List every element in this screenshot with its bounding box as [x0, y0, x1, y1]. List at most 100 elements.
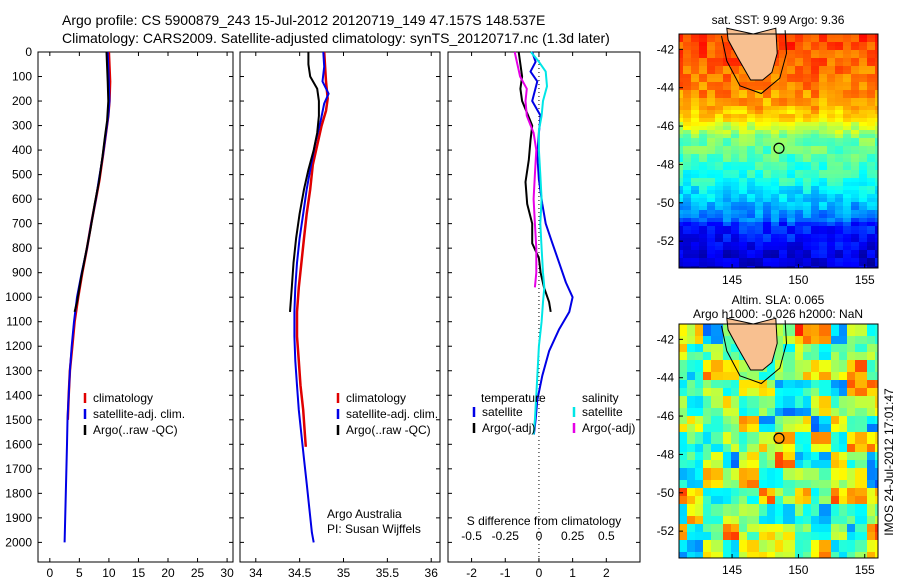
sla-map-title: Altim. SLA: 0.065: [732, 293, 825, 307]
legend-header-temperature: temperature: [481, 391, 546, 405]
y-tick-label: 800: [12, 241, 32, 255]
x-tick-label: 0: [46, 566, 53, 580]
sla-map-y-tick-label: -52: [657, 524, 675, 538]
legend-entry: climatology: [346, 391, 406, 405]
legend-entry: satellite-adj. clim.: [93, 407, 185, 421]
legend-entry: satellite-adj. clim.: [346, 407, 438, 421]
x-tick-label: 36: [425, 566, 439, 580]
sst-map-frame: [678, 33, 879, 269]
x-tick-label: 2: [603, 566, 610, 580]
x-tick-label: 35.5: [376, 566, 400, 580]
sst-map-x-tick-label: 145: [722, 273, 742, 287]
y-tick-label: 1300: [5, 364, 32, 378]
legend-entry: Argo(..raw -QC): [346, 423, 431, 437]
y-tick-label: 200: [12, 94, 32, 108]
y-tick-label: 1600: [5, 437, 32, 451]
sst-map-tasmania-land: [726, 27, 778, 81]
x-tick-label: 34: [249, 566, 263, 580]
series-line-salinity-1: [293, 51, 330, 543]
climatology-subtitle: Climatology: CARS2009. Satellite-adjuste…: [62, 30, 610, 46]
series-line-difference-1: [517, 51, 552, 313]
sla-map-y-tick-label: -46: [657, 409, 675, 423]
x2-tick-label: -0.5: [461, 529, 482, 543]
plot-frame-salinity: [239, 51, 441, 563]
y-tick-label: 1200: [5, 339, 32, 353]
legend-entry: satellite: [582, 405, 623, 419]
credit-pi: PI: Susan Wijffels: [327, 522, 421, 536]
x-tick-label: 34.5: [288, 566, 312, 580]
sla-map-y-tick-label: -42: [657, 332, 675, 346]
x-tick-label: 0: [536, 566, 543, 580]
x-tick-label: 20: [161, 566, 175, 580]
y-tick-label: 500: [12, 168, 32, 182]
x-tick-label: -2: [466, 566, 477, 580]
sla-map-tasmania-land: [726, 317, 778, 371]
sla-map-x-tick-label: 145: [722, 563, 742, 577]
y-tick-label: 1700: [5, 462, 32, 476]
sst-map-heatmap: [679, 34, 878, 268]
sla-map-frame: [678, 323, 879, 559]
x2-tick-label: 0.5: [598, 529, 615, 543]
y-tick-label: 700: [12, 217, 32, 231]
sst-map-y-tick-label: -42: [657, 42, 675, 56]
y-tick-label: 300: [12, 119, 32, 133]
x-tick-label: 1: [569, 566, 576, 580]
x-tick-label: 5: [76, 566, 83, 580]
y-tick-label: 1800: [5, 486, 32, 500]
legend-entry: Argo(-adj): [482, 421, 535, 435]
series-line-salinity-0: [295, 51, 329, 447]
y-tick-label: 1500: [5, 413, 32, 427]
x2-axis-label: S difference from climatology: [467, 514, 622, 528]
series-line-difference-0: [529, 51, 574, 435]
y-tick-label: 1000: [5, 290, 32, 304]
series-line-difference-2: [530, 51, 548, 435]
sst-map-x-tick-label: 150: [788, 273, 808, 287]
legend-header-salinity: salinity: [582, 391, 619, 405]
sla-map-x-tick-label: 150: [788, 563, 808, 577]
sst-map-y-tick-label: -46: [657, 119, 675, 133]
plot-frame-difference: [447, 51, 641, 563]
sla-map-heatmap: [679, 324, 878, 558]
sla-map-y-tick-label: -48: [657, 447, 675, 461]
x2-tick-label: -0.25: [492, 529, 520, 543]
y-tick-label: 1100: [6, 315, 32, 329]
sla-map-depth-contour: [721, 320, 788, 385]
sst-map-y-tick-label: -52: [657, 234, 675, 248]
sst-map-y-tick-label: -44: [657, 81, 675, 95]
series-line-difference-3: [513, 51, 538, 288]
legend-entry: Argo(..raw -QC): [93, 423, 178, 437]
x-tick-label: -1: [500, 566, 511, 580]
x-tick-label: 30: [220, 566, 234, 580]
sla-map-y-tick-label: -50: [657, 486, 675, 500]
credit-org: Argo Australia: [327, 507, 402, 521]
sst-map-depth-contour: [721, 30, 788, 95]
legend-entry: climatology: [93, 391, 153, 405]
x2-tick-label: 0.25: [561, 529, 585, 543]
y-tick-label: 1400: [5, 388, 32, 402]
sst-map-float-marker: [773, 142, 785, 154]
sst-map-y-tick-label: -48: [657, 157, 675, 171]
legend-entry: satellite: [482, 405, 523, 419]
x-tick-label: 25: [191, 566, 205, 580]
sla-map-y-tick-label: -44: [657, 371, 675, 385]
series-line-salinity-2: [289, 52, 320, 312]
sst-map-x-tick-label: 155: [855, 273, 875, 287]
legend-entry: Argo(-adj): [582, 421, 635, 435]
plot-frame-temperature: [37, 51, 234, 563]
sst-map-title: sat. SST: 9.99 Argo: 9.36: [712, 13, 845, 27]
profile-title: Argo profile: CS 5900879_243 15-Jul-2012…: [62, 12, 546, 28]
x2-tick-label: 0: [536, 529, 543, 543]
sst-map-y-tick-label: -50: [657, 196, 675, 210]
y-tick-label: 2000: [5, 535, 32, 549]
y-tick-label: 900: [12, 266, 32, 280]
y-tick-label: 600: [12, 192, 32, 206]
x-tick-label: 35: [337, 566, 351, 580]
sla-map-subtitle: Argo h1000: -0.026 h2000: NaN: [693, 307, 863, 321]
y-tick-label: 100: [12, 70, 32, 84]
y-tick-label: 400: [12, 143, 32, 157]
y-tick-label: 0: [25, 45, 32, 59]
series-line-temperature-2: [73, 51, 110, 313]
x-tick-label: 10: [102, 566, 116, 580]
timestamp-label: IMOS 24-Jul-2012 17:01:47: [882, 388, 896, 536]
